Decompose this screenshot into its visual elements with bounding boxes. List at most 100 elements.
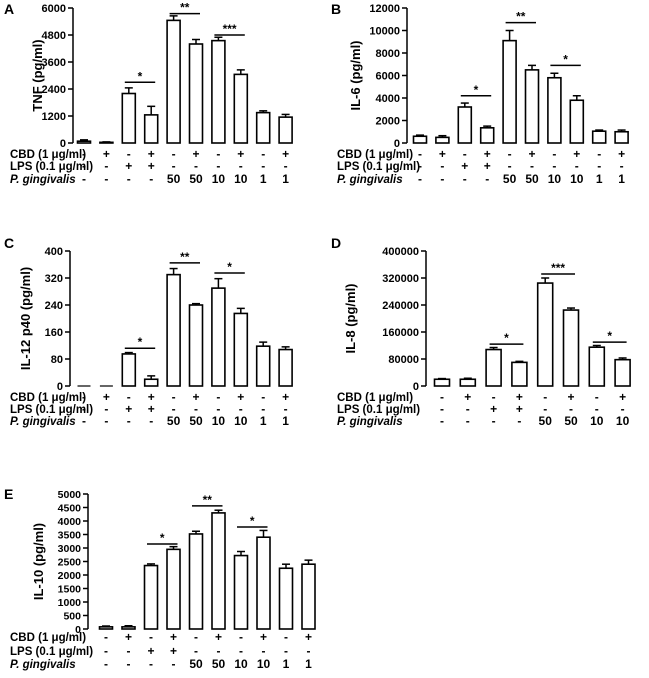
condition-cell: - <box>104 159 108 173</box>
row-label-lps: LPS (0.1 μg/ml) <box>337 404 420 416</box>
bar-c-6 <box>211 287 226 387</box>
condition-cell: - <box>149 172 153 186</box>
condition-cell: 1 <box>305 657 312 671</box>
condition-cell: - <box>492 414 496 428</box>
condition-cell: + <box>305 630 312 644</box>
y-tick-label: 1500 <box>58 584 82 596</box>
condition-cell: - <box>216 390 220 404</box>
condition-cell: 10 <box>548 172 562 186</box>
bar-e-3 <box>166 548 181 630</box>
condition-cell: - <box>595 402 599 416</box>
condition-cell: + <box>461 159 468 173</box>
significance-label: * <box>160 531 165 545</box>
condition-cell: - <box>127 172 131 186</box>
condition-cell: 10 <box>257 657 271 671</box>
condition-cell: - <box>418 172 422 186</box>
condition-cell: - <box>418 159 422 173</box>
y-axis-label: IL-6 (pg/ml) <box>348 40 363 110</box>
condition-cell: - <box>239 402 243 416</box>
condition-cell: - <box>149 414 153 428</box>
condition-cell: - <box>194 644 198 658</box>
row-label-lps: LPS (0.1 μg/ml) <box>10 161 93 173</box>
condition-cell: 10 <box>234 414 248 428</box>
condition-cell: - <box>239 644 243 658</box>
bar-c-7 <box>233 312 249 387</box>
bar-d-3 <box>511 361 528 387</box>
panel-label: A <box>4 1 14 17</box>
condition-cell: - <box>82 402 86 416</box>
y-tick-label: 2400 <box>42 84 66 96</box>
y-tick-label: 2000 <box>376 116 400 128</box>
condition-cell: - <box>104 402 108 416</box>
y-tick-label: 8000 <box>376 48 400 60</box>
condition-cell: - <box>172 390 176 404</box>
condition-cell: + <box>237 147 244 161</box>
condition-cell: + <box>170 630 177 644</box>
condition-cell: - <box>284 159 288 173</box>
y-tick-label: 12000 <box>369 3 400 15</box>
significance-label: *** <box>551 261 565 275</box>
condition-cell: 1 <box>260 172 267 186</box>
bar-b-1 <box>435 136 450 144</box>
bar-c-8 <box>255 345 271 387</box>
y-tick-label: 2000 <box>58 570 82 582</box>
bar-b-3 <box>479 127 495 144</box>
condition-cell: - <box>82 147 86 161</box>
condition-cell: 10 <box>234 657 248 671</box>
condition-cell: 50 <box>189 657 203 671</box>
condition-cell: 50 <box>525 172 539 186</box>
significance-label: * <box>138 335 143 349</box>
row-label-cbd: CBD (1 μg/ml) <box>10 632 86 644</box>
condition-cell: - <box>149 630 153 644</box>
condition-cell: + <box>567 390 574 404</box>
significance-label: * <box>227 260 232 274</box>
condition-cell: 1 <box>618 172 625 186</box>
significance-label: * <box>250 514 255 528</box>
bar-b-8 <box>591 130 607 144</box>
condition-cell: - <box>172 159 176 173</box>
condition-cell: - <box>418 147 422 161</box>
bar-c-9 <box>278 348 293 387</box>
bar-d-6 <box>588 346 606 387</box>
condition-cell: - <box>284 630 288 644</box>
condition-cell: - <box>127 390 131 404</box>
condition-cell: + <box>484 147 491 161</box>
condition-cell: - <box>485 172 489 186</box>
condition-cell: - <box>569 402 573 416</box>
y-tick-label: 5000 <box>58 489 82 501</box>
condition-cell: - <box>216 159 220 173</box>
condition-cell: 50 <box>189 414 203 428</box>
condition-cell: - <box>530 159 534 173</box>
condition-cell: - <box>262 644 266 658</box>
condition-cell: + <box>215 630 222 644</box>
row-label-pg: P. gingivalis <box>10 416 76 428</box>
condition-cell: + <box>147 644 154 658</box>
condition-cell: - <box>552 159 556 173</box>
bar-d-7 <box>614 358 631 387</box>
y-tick-label: 3500 <box>58 530 82 542</box>
condition-cell: - <box>194 630 198 644</box>
condition-cell: - <box>440 414 444 428</box>
condition-cell: - <box>82 159 86 173</box>
condition-cell: + <box>573 147 580 161</box>
condition-cell: - <box>239 630 243 644</box>
y-axis-label: IL-12 p40 (pg/ml) <box>18 267 33 370</box>
y-tick-label: 240 <box>45 300 63 312</box>
condition-cell: - <box>440 172 444 186</box>
condition-cell: 10 <box>590 414 604 428</box>
condition-cell: + <box>103 390 110 404</box>
condition-cell: - <box>217 644 221 658</box>
condition-cell: + <box>148 402 155 416</box>
y-tick-label: 320 <box>45 273 63 285</box>
y-tick-label: 500 <box>63 611 81 623</box>
y-axis-label: IL-10 (pg/ml) <box>31 523 46 600</box>
bar-a-9 <box>278 116 293 144</box>
condition-cell: - <box>172 657 176 671</box>
bar-d-5 <box>562 309 580 387</box>
panel-label: B <box>331 1 341 17</box>
condition-cell: - <box>575 159 579 173</box>
condition-cell: + <box>125 159 132 173</box>
condition-cell: - <box>440 159 444 173</box>
